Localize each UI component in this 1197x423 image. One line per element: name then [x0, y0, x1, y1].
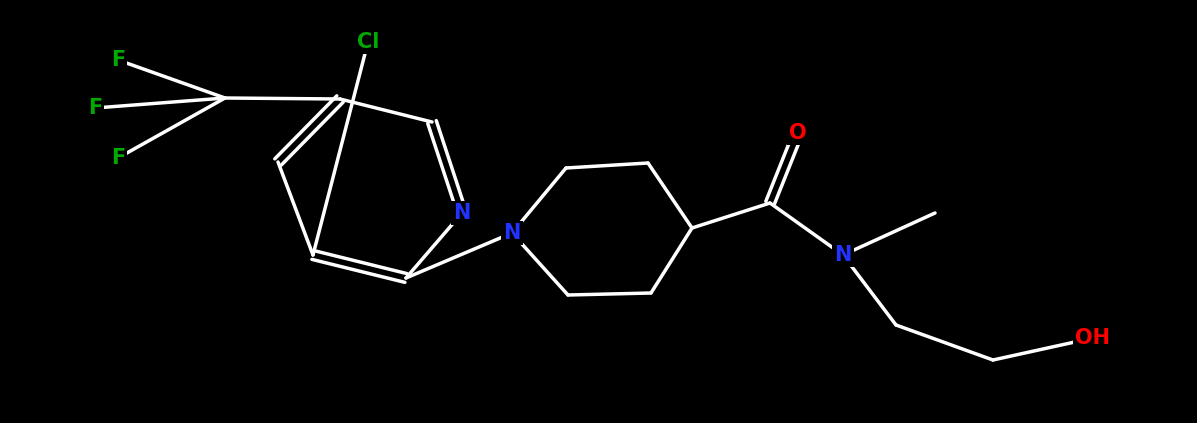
Text: OH: OH	[1075, 328, 1111, 348]
Text: Cl: Cl	[357, 32, 379, 52]
Text: N: N	[454, 203, 470, 223]
Text: F: F	[111, 50, 126, 70]
Text: O: O	[789, 123, 807, 143]
Text: F: F	[87, 98, 102, 118]
Text: F: F	[111, 148, 126, 168]
Text: N: N	[834, 245, 852, 265]
Text: N: N	[503, 223, 521, 243]
